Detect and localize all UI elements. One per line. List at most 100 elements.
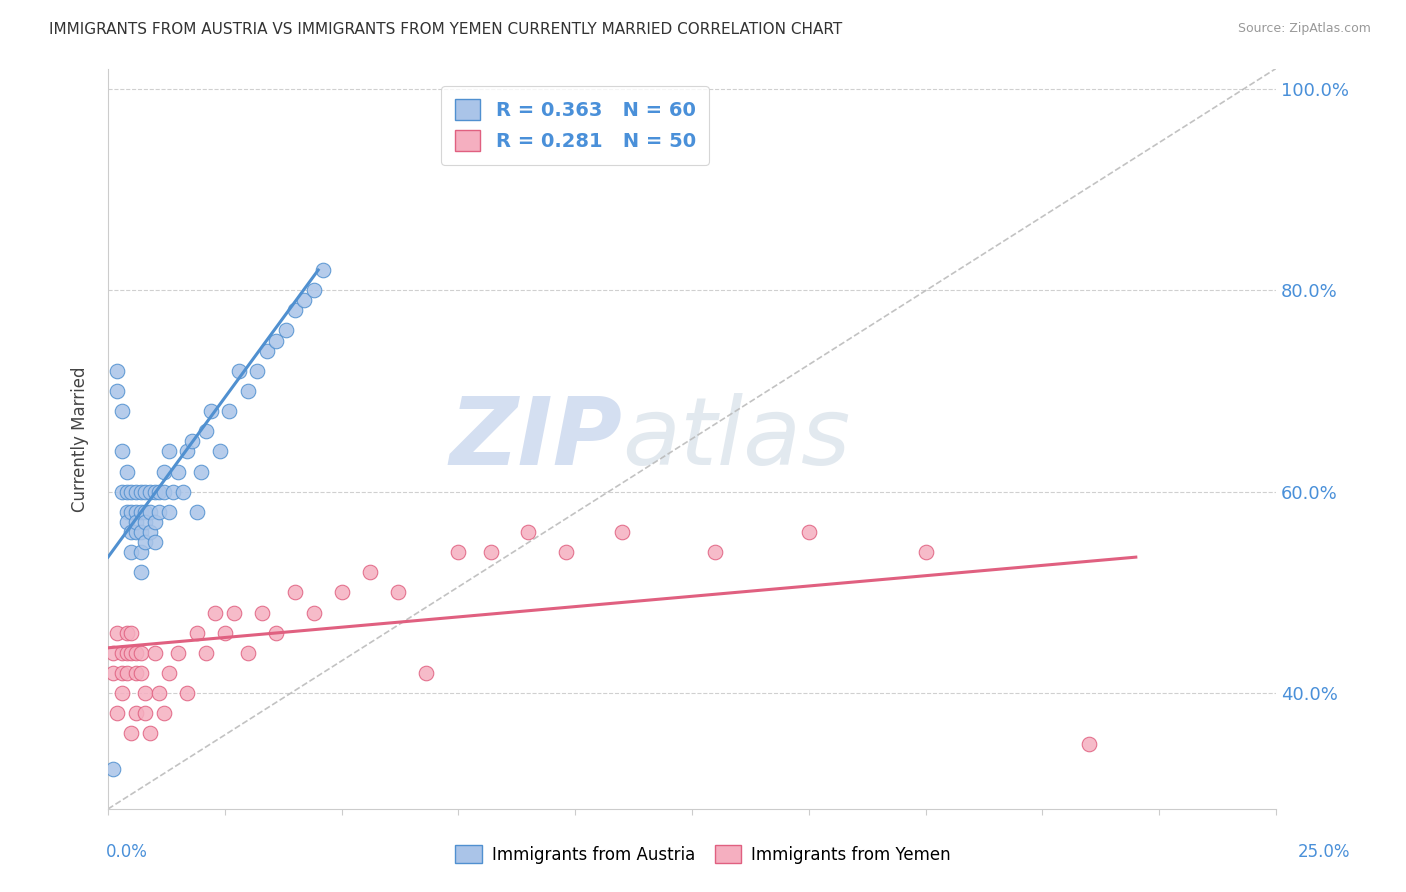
Point xyxy=(157,665,180,680)
Text: Source: ZipAtlas.com: Source: ZipAtlas.com xyxy=(1237,22,1371,36)
Point xyxy=(101,665,124,680)
Point xyxy=(148,484,170,499)
Point xyxy=(157,444,180,458)
Point xyxy=(129,545,152,559)
Point xyxy=(292,293,315,308)
Point xyxy=(479,545,502,559)
Point xyxy=(134,484,156,499)
Point xyxy=(181,434,204,449)
Point xyxy=(209,444,232,458)
Point xyxy=(190,465,212,479)
Point xyxy=(139,484,162,499)
Point xyxy=(312,263,335,277)
Point xyxy=(250,606,273,620)
Legend: Immigrants from Austria, Immigrants from Yemen: Immigrants from Austria, Immigrants from… xyxy=(449,838,957,871)
Point xyxy=(143,484,166,499)
Point xyxy=(167,465,190,479)
Point xyxy=(129,524,152,539)
Point xyxy=(236,384,259,398)
Point xyxy=(517,524,540,539)
Point xyxy=(125,665,148,680)
Point xyxy=(330,585,353,599)
Point xyxy=(143,646,166,660)
Point xyxy=(204,606,226,620)
Text: atlas: atlas xyxy=(621,393,851,484)
Point xyxy=(115,665,138,680)
Point xyxy=(105,625,128,640)
Point xyxy=(129,566,152,580)
Text: ZIP: ZIP xyxy=(449,392,621,484)
Point xyxy=(125,706,148,721)
Point xyxy=(1078,737,1101,751)
Point xyxy=(111,484,134,499)
Point xyxy=(105,364,128,378)
Y-axis label: Currently Married: Currently Married xyxy=(72,366,89,511)
Point xyxy=(120,625,142,640)
Point xyxy=(447,545,470,559)
Point xyxy=(129,484,152,499)
Point xyxy=(195,424,218,438)
Point xyxy=(115,515,138,529)
Point xyxy=(186,625,208,640)
Point xyxy=(167,646,190,660)
Point xyxy=(115,646,138,660)
Point xyxy=(101,762,124,776)
Point xyxy=(129,646,152,660)
Point xyxy=(125,505,148,519)
Text: 0.0%: 0.0% xyxy=(105,843,148,861)
Point xyxy=(246,364,269,378)
Point xyxy=(120,726,142,740)
Point xyxy=(111,404,134,418)
Point xyxy=(274,323,297,337)
Point xyxy=(111,665,134,680)
Point xyxy=(153,706,176,721)
Point xyxy=(302,606,325,620)
Point xyxy=(134,535,156,549)
Point xyxy=(125,484,148,499)
Point xyxy=(105,706,128,721)
Point xyxy=(162,484,184,499)
Point xyxy=(143,535,166,549)
Point xyxy=(195,646,218,660)
Point xyxy=(134,505,156,519)
Point xyxy=(139,524,162,539)
Point xyxy=(387,585,409,599)
Point xyxy=(218,404,240,418)
Point xyxy=(134,706,156,721)
Point xyxy=(176,444,198,458)
Text: IMMIGRANTS FROM AUSTRIA VS IMMIGRANTS FROM YEMEN CURRENTLY MARRIED CORRELATION C: IMMIGRANTS FROM AUSTRIA VS IMMIGRANTS FR… xyxy=(49,22,842,37)
Point xyxy=(115,465,138,479)
Point xyxy=(214,625,236,640)
Point xyxy=(256,343,278,358)
Point xyxy=(148,505,170,519)
Point xyxy=(129,665,152,680)
Point xyxy=(139,726,162,740)
Point xyxy=(105,384,128,398)
Point xyxy=(415,665,437,680)
Point xyxy=(125,515,148,529)
Point xyxy=(134,515,156,529)
Point xyxy=(914,545,936,559)
Point xyxy=(120,646,142,660)
Point xyxy=(120,545,142,559)
Point xyxy=(224,606,246,620)
Point xyxy=(125,524,148,539)
Point xyxy=(264,625,287,640)
Point xyxy=(302,283,325,297)
Point xyxy=(200,404,222,418)
Point xyxy=(101,646,124,660)
Point xyxy=(111,646,134,660)
Point xyxy=(157,505,180,519)
Point xyxy=(704,545,727,559)
Point xyxy=(111,686,134,700)
Point xyxy=(115,484,138,499)
Point xyxy=(264,334,287,348)
Point xyxy=(359,566,381,580)
Point xyxy=(153,484,176,499)
Point xyxy=(176,686,198,700)
Point xyxy=(111,444,134,458)
Point xyxy=(120,505,142,519)
Point xyxy=(284,585,307,599)
Point xyxy=(610,524,633,539)
Point xyxy=(172,484,194,499)
